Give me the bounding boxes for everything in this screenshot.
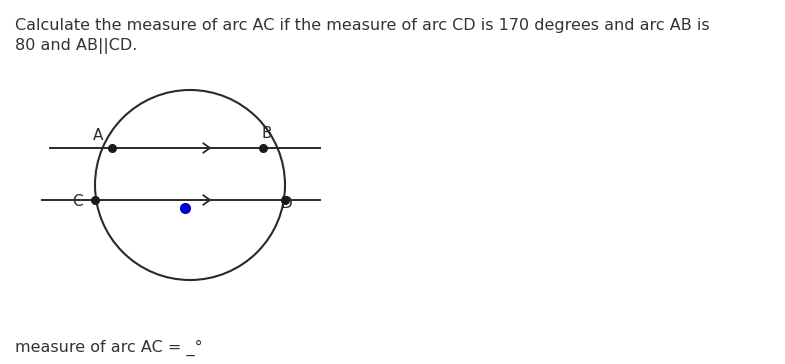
Text: measure of arc AC = _°: measure of arc AC = _° (15, 340, 203, 356)
Text: B: B (261, 127, 272, 142)
Text: C: C (71, 194, 82, 210)
Text: Calculate the measure of arc AC if the measure of arc CD is 170 degrees and arc : Calculate the measure of arc AC if the m… (15, 18, 710, 54)
Text: A: A (93, 128, 103, 143)
Text: D: D (280, 197, 292, 211)
